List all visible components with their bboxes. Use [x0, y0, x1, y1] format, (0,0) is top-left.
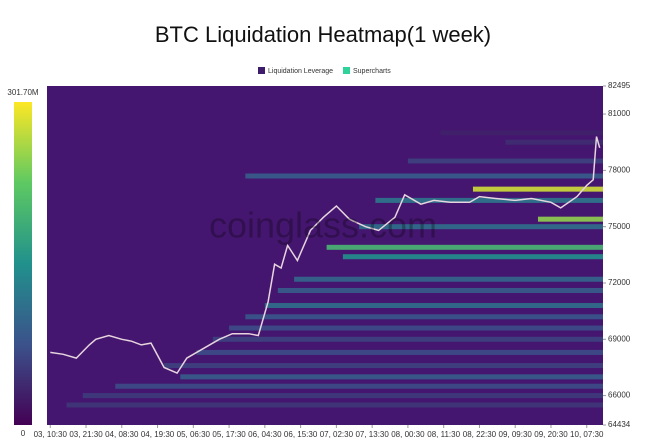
y-tick-label: 82495	[608, 81, 631, 90]
watermark: coinglass.com	[209, 205, 437, 246]
x-tick-label: 08, 00:30	[391, 430, 425, 439]
liquidation-band	[359, 224, 603, 230]
liquidation-band	[264, 303, 603, 309]
color-bar	[14, 102, 32, 425]
liquidation-band	[115, 383, 603, 389]
liquidation-band	[375, 197, 603, 203]
liquidation-band	[277, 287, 603, 293]
liquidation-band	[180, 374, 603, 380]
x-tick-label: 05, 06:30	[177, 430, 211, 439]
liquidation-band	[229, 325, 603, 331]
x-tick-label: 07, 02:30	[320, 430, 354, 439]
liquidation-band	[440, 130, 603, 136]
x-tick-label: 08, 11:30	[427, 430, 460, 439]
liquidation-band	[407, 158, 603, 164]
liquidation-band	[82, 393, 603, 399]
liquidation-band	[66, 402, 603, 408]
y-tick-label: 72000	[608, 278, 631, 287]
x-tick-label: 04, 19:30	[141, 430, 175, 439]
x-tick-label: 08, 22:30	[463, 430, 497, 439]
liquidation-band	[472, 186, 603, 192]
legend-label: Liquidation Leverage	[268, 68, 333, 75]
liquidation-band	[505, 139, 603, 145]
legend-swatch	[343, 67, 350, 74]
color-bar-label: 0	[21, 429, 26, 438]
x-tick-label: 04, 08:30	[105, 430, 139, 439]
liquidation-band	[342, 254, 603, 260]
liquidation-band	[245, 314, 604, 320]
y-tick-label: 69000	[608, 334, 631, 343]
x-tick-label: 10, 07:30	[570, 430, 604, 439]
legend-swatch	[258, 67, 265, 74]
liquidation-band	[326, 244, 603, 250]
x-tick-label: 05, 17:30	[212, 430, 246, 439]
liquidation-band	[294, 276, 603, 282]
liquidation-band	[537, 216, 603, 222]
y-tick-label: 78000	[608, 165, 631, 174]
liquidation-band	[164, 363, 604, 369]
liquidation-band	[196, 349, 603, 355]
y-tick-label: 66000	[608, 391, 631, 400]
x-tick-label: 03, 21:30	[69, 430, 103, 439]
liquidation-band	[245, 173, 604, 179]
chart-title: BTC Liquidation Heatmap(1 week)	[155, 22, 491, 47]
price-line	[50, 136, 601, 375]
liquidation-band	[212, 336, 603, 342]
x-tick-label: 09, 09:30	[499, 430, 533, 439]
legend-label: Supercharts	[353, 68, 391, 75]
x-tick-label: 07, 13:30	[355, 430, 389, 439]
y-tick-label: 81000	[608, 109, 631, 118]
color-bar-label: 301.70M	[7, 88, 38, 97]
x-tick-label: 06, 15:30	[284, 430, 318, 439]
y-tick-label: 64434	[608, 420, 631, 429]
y-tick-label: 75000	[608, 222, 631, 231]
x-tick-label: 03, 10:30	[34, 430, 68, 439]
x-tick-label: 06, 04:30	[248, 430, 282, 439]
x-tick-label: 09, 20:30	[534, 430, 568, 439]
